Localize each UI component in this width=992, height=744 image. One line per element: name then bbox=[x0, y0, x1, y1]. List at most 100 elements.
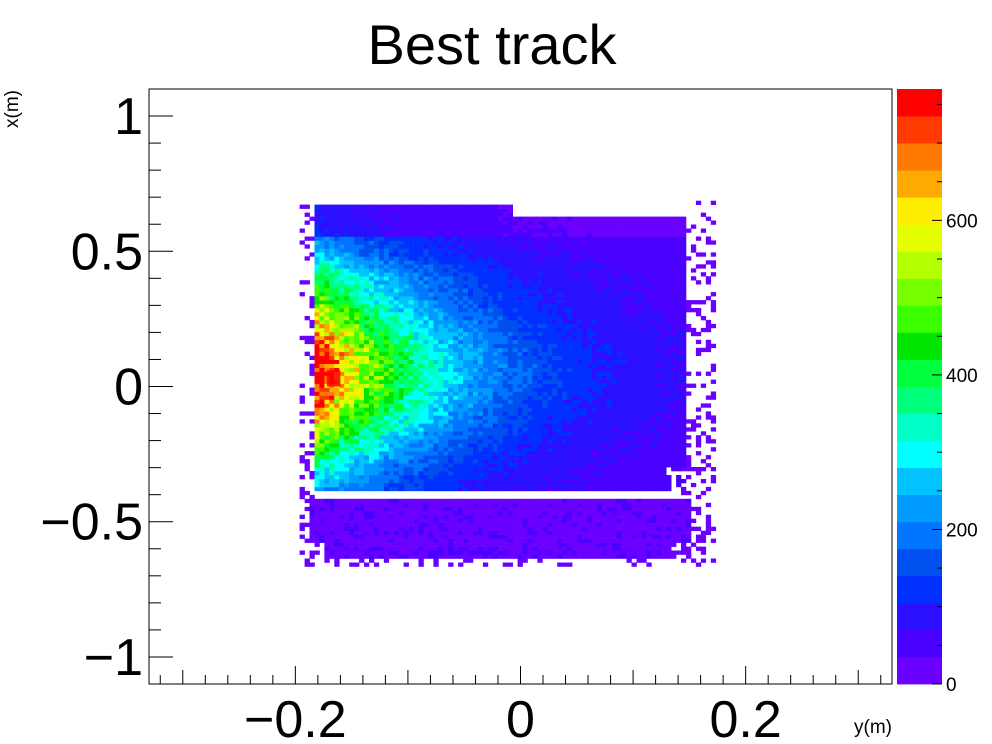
heatmap-cell bbox=[552, 347, 558, 353]
heatmap-cell bbox=[359, 419, 365, 424]
heatmap-cell bbox=[527, 216, 533, 221]
heatmap-cell bbox=[413, 471, 419, 476]
heatmap-cell bbox=[572, 399, 578, 404]
heatmap-cell bbox=[577, 220, 583, 225]
heatmap-cell bbox=[582, 419, 588, 424]
heatmap-cell bbox=[423, 204, 429, 209]
heatmap-cell bbox=[304, 506, 310, 512]
heatmap-cell bbox=[591, 335, 598, 341]
heatmap-cell bbox=[428, 482, 434, 488]
heatmap-cell bbox=[477, 244, 484, 249]
heatmap-cell bbox=[373, 288, 380, 293]
heatmap-cell bbox=[433, 224, 439, 229]
heatmap-cell bbox=[393, 208, 399, 213]
heatmap-cell bbox=[473, 304, 479, 309]
heatmap-cell bbox=[458, 391, 464, 396]
heatmap-cell bbox=[314, 240, 320, 245]
heatmap-cell bbox=[349, 463, 355, 468]
heatmap-cell bbox=[344, 256, 350, 261]
heatmap-cell bbox=[453, 443, 459, 448]
heatmap-cell bbox=[482, 363, 489, 368]
heatmap-cell bbox=[586, 526, 593, 531]
heatmap-cell bbox=[359, 351, 365, 356]
heatmap-cell bbox=[522, 419, 528, 424]
heatmap-cell bbox=[359, 343, 365, 349]
heatmap-cell bbox=[388, 288, 395, 293]
heatmap-cell bbox=[487, 312, 494, 317]
heatmap-cell bbox=[329, 208, 335, 213]
heatmap-cell bbox=[373, 510, 380, 516]
heatmap-cell bbox=[532, 526, 538, 531]
heatmap-cell bbox=[557, 280, 563, 285]
heatmap-cell bbox=[487, 212, 494, 217]
heatmap-cell bbox=[433, 510, 439, 516]
heatmap-cell bbox=[398, 236, 404, 241]
heatmap-cell bbox=[492, 355, 499, 360]
heatmap-cell bbox=[393, 335, 399, 341]
heatmap-cell bbox=[324, 550, 330, 555]
heatmap-cell bbox=[577, 546, 583, 551]
heatmap-cell bbox=[487, 228, 494, 233]
heatmap-cell bbox=[547, 236, 553, 241]
heatmap-cell bbox=[393, 220, 399, 225]
heatmap-cell bbox=[482, 383, 489, 388]
heatmap-cell bbox=[329, 538, 335, 543]
heatmap-cell bbox=[572, 300, 578, 305]
heatmap-cell bbox=[314, 236, 320, 241]
heatmap-cell bbox=[354, 399, 360, 404]
heatmap-cell bbox=[473, 475, 479, 480]
heatmap-cell bbox=[591, 502, 598, 508]
heatmap-cell bbox=[448, 264, 454, 269]
heatmap-cell bbox=[567, 292, 573, 297]
heatmap-cell bbox=[319, 236, 325, 241]
heatmap-cell bbox=[403, 296, 409, 301]
heatmap-cell bbox=[492, 288, 499, 293]
heatmap-cell bbox=[547, 467, 553, 472]
heatmap-cell bbox=[393, 256, 399, 261]
heatmap-cell bbox=[423, 403, 429, 408]
heatmap-cell bbox=[477, 319, 484, 325]
heatmap-cell bbox=[517, 264, 523, 269]
heatmap-cell bbox=[334, 252, 340, 257]
heatmap-cell bbox=[572, 367, 578, 372]
heatmap-cell bbox=[527, 260, 533, 265]
heatmap-cell bbox=[438, 284, 444, 289]
heatmap-cell bbox=[423, 252, 429, 257]
heatmap-cell bbox=[309, 526, 315, 531]
heatmap-cell bbox=[418, 486, 424, 492]
heatmap-cell bbox=[567, 510, 573, 516]
heatmap-cell bbox=[562, 248, 568, 253]
heatmap-cell bbox=[388, 514, 395, 519]
heatmap-cell bbox=[423, 546, 429, 551]
heatmap-cell bbox=[339, 439, 345, 444]
heatmap-cell bbox=[507, 228, 513, 233]
heatmap-cell bbox=[552, 304, 558, 309]
heatmap-cell bbox=[334, 296, 340, 301]
heatmap-cell bbox=[339, 240, 345, 245]
heatmap-cell bbox=[423, 264, 429, 269]
heatmap-cell bbox=[448, 439, 454, 444]
heatmap-cell bbox=[512, 554, 518, 559]
heatmap-cell bbox=[418, 276, 424, 281]
heatmap-cell bbox=[537, 216, 543, 221]
heatmap-cell bbox=[329, 319, 335, 325]
heatmap-cell bbox=[403, 506, 409, 512]
heatmap-cell bbox=[517, 447, 523, 452]
heatmap-cell bbox=[567, 323, 573, 329]
heatmap-cell bbox=[398, 351, 404, 356]
heatmap-cell bbox=[433, 256, 439, 261]
heatmap-cell bbox=[542, 319, 548, 325]
heatmap-cell bbox=[393, 498, 399, 504]
heatmap-cell bbox=[443, 482, 449, 488]
heatmap-cell bbox=[393, 244, 399, 249]
heatmap-cell bbox=[537, 319, 543, 325]
heatmap-cell bbox=[522, 459, 528, 464]
heatmap-cell bbox=[567, 319, 573, 325]
heatmap-cell bbox=[403, 224, 409, 229]
heatmap-cell bbox=[324, 351, 330, 356]
heatmap-cell bbox=[522, 463, 528, 468]
heatmap-cell bbox=[388, 339, 395, 345]
heatmap-cell bbox=[349, 220, 355, 225]
heatmap-cell bbox=[428, 276, 434, 281]
heatmap-cell bbox=[359, 359, 365, 364]
